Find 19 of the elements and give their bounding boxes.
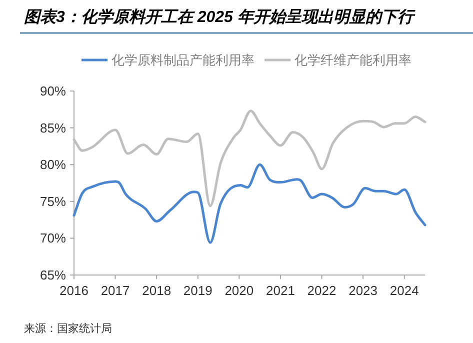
x-tick-label: 2016 [60,283,88,298]
chart-title: 图表3：化学原料开工在 2025 年开始呈现出明显的下行 [24,8,416,26]
y-tick-label: 65% [40,268,66,282]
x-tick-label: 2019 [183,283,212,298]
x-tick-label: 2023 [348,283,378,298]
y-tick-label: 80% [40,157,66,172]
legend-label: 化学纤维产能利用率 [294,52,412,68]
x-tick-label: 2021 [266,283,295,298]
x-tick-label: 2020 [224,283,254,298]
x-tick-label: 2018 [142,283,172,298]
y-tick-label: 85% [40,120,66,136]
x-tick-label: 2017 [100,283,130,298]
legend-label: 化学原料制品产能利用率 [112,52,254,68]
source-note: 来源：国家统计局 [24,322,112,335]
y-tick-label: 70% [40,230,66,246]
x-tick-label: 2022 [307,283,336,298]
y-tick-label: 90% [40,84,66,98]
y-tick-label: 75% [40,194,66,209]
x-tick-label: 2024 [390,283,419,298]
